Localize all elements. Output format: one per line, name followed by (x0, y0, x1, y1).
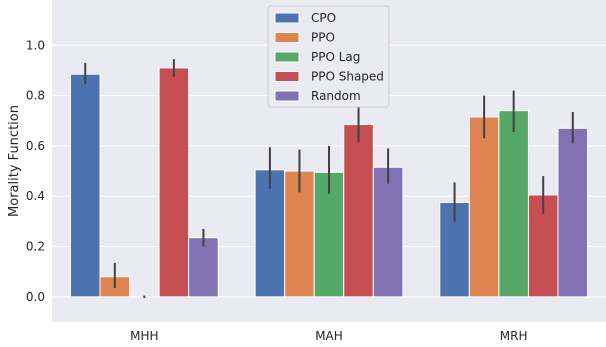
legend-swatch (275, 91, 299, 101)
legend-swatch (275, 13, 299, 23)
y-tick-label: 0.4 (26, 189, 45, 203)
bar (344, 125, 374, 297)
bar (373, 167, 403, 297)
y-axis-label: Morality Function (7, 105, 22, 217)
legend-swatch (275, 72, 299, 82)
legend-label: Random (311, 89, 361, 103)
bar (499, 111, 529, 297)
bar (558, 128, 588, 297)
legend-swatch (275, 52, 299, 62)
y-tick-label: 1.0 (26, 38, 45, 52)
bar (469, 117, 499, 297)
x-tick-labels: MHH MAH MRH (130, 329, 527, 343)
bar (255, 170, 285, 297)
y-tick-label: 0.0 (26, 290, 45, 304)
legend-label: PPO Shaped (311, 70, 384, 84)
y-tick-label: 0.2 (26, 240, 45, 254)
legend: CPO PPO PPO Lag PPO Shaped Random (268, 6, 389, 107)
x-tick-label: MRH (500, 329, 528, 343)
bar (70, 74, 100, 297)
y-tick-label: 0.6 (26, 139, 45, 153)
legend-label: PPO (311, 31, 335, 45)
legend-label: CPO (311, 11, 336, 25)
bar (159, 68, 189, 297)
legend-label: PPO Lag (311, 50, 360, 64)
bar (189, 238, 219, 297)
x-tick-label: MHH (130, 329, 158, 343)
x-tick-label: MAH (315, 329, 343, 343)
y-tick-label: 0.8 (26, 89, 45, 103)
y-tick-labels: 0.0 0.2 0.4 0.6 0.8 1.0 (26, 38, 45, 304)
legend-swatch (275, 33, 299, 43)
